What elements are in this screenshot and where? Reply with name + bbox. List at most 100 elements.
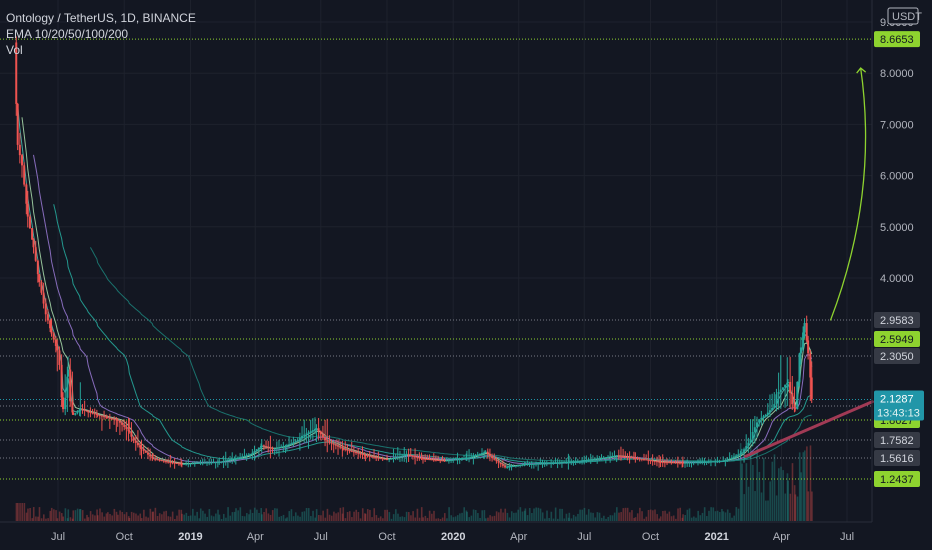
candle-body-135 bbox=[282, 446, 285, 448]
candle-body-32 bbox=[74, 413, 77, 415]
volume-bar-374 bbox=[784, 493, 787, 521]
volume-bar-53 bbox=[115, 511, 118, 521]
candle-body-322 bbox=[674, 462, 677, 464]
candle-body-191 bbox=[398, 456, 401, 458]
volume-bar-387 bbox=[807, 491, 810, 521]
candle-body-252 bbox=[526, 463, 529, 465]
candle-body-43 bbox=[95, 414, 98, 416]
candle-body-374 bbox=[784, 385, 787, 388]
volume-bar-84 bbox=[178, 509, 180, 521]
candle-body-196 bbox=[409, 455, 412, 457]
candle-body-75 bbox=[158, 459, 161, 461]
volume-bar-80 bbox=[169, 516, 172, 521]
volume-bar-128 bbox=[267, 513, 270, 521]
candle-body-74 bbox=[156, 459, 159, 461]
candle-body-133 bbox=[278, 447, 281, 449]
candle-body-247 bbox=[517, 465, 520, 467]
candle-body-12 bbox=[36, 260, 39, 275]
time-tick-3: Apr bbox=[247, 531, 264, 543]
candle-body-233 bbox=[486, 451, 489, 454]
volume-bar-320 bbox=[670, 516, 673, 521]
time-tick-7: Apr bbox=[510, 531, 527, 543]
volume-bar-325 bbox=[681, 517, 684, 521]
candle-body-77 bbox=[162, 460, 165, 462]
candle-body-189 bbox=[394, 457, 397, 459]
ema-10-line bbox=[17, 104, 813, 467]
candle-body-287 bbox=[600, 458, 603, 460]
volume-bar-294 bbox=[616, 507, 618, 521]
candle-body-280 bbox=[585, 459, 588, 461]
candle-body-193 bbox=[403, 455, 406, 457]
candle-body-278 bbox=[581, 460, 584, 462]
volume-bar-161 bbox=[337, 512, 340, 521]
volume-bar-287 bbox=[600, 517, 603, 521]
volume-bar-60 bbox=[128, 517, 131, 521]
volume-bar-111 bbox=[233, 511, 236, 521]
candle-body-123 bbox=[257, 447, 260, 450]
volume-bar-101 bbox=[212, 516, 215, 521]
candle-body-268 bbox=[560, 462, 563, 464]
candle-body-181 bbox=[377, 457, 380, 459]
candle-body-168 bbox=[350, 450, 353, 452]
candle-body-145 bbox=[303, 434, 306, 436]
time-axis[interactable]: Jul Oct 2019 Apr Jul Oct 2020 Apr Jul Oct 2021 Apr J… bbox=[51, 531, 854, 543]
price-axis[interactable]: 9.00008.00007.00006.00005.00004.00008.66… bbox=[874, 7, 924, 487]
volume-bar-299 bbox=[626, 507, 629, 521]
volume-bar-365 bbox=[765, 500, 767, 521]
candle-body-311 bbox=[651, 460, 654, 462]
volume-bar-197 bbox=[412, 511, 414, 521]
volume-bar-120 bbox=[251, 512, 254, 521]
candle-body-166 bbox=[346, 449, 349, 451]
candle-body-174 bbox=[363, 454, 366, 456]
candle-body-217 bbox=[454, 459, 457, 461]
candle-body-116 bbox=[243, 455, 246, 457]
candle-body-349 bbox=[730, 457, 733, 459]
candle-body-210 bbox=[439, 460, 442, 462]
volume-bar-250 bbox=[523, 510, 526, 521]
volume-bar-99 bbox=[208, 509, 211, 521]
volume-bar-388 bbox=[809, 445, 812, 521]
candle-body-291 bbox=[609, 456, 612, 458]
volume-bar-376 bbox=[787, 480, 789, 521]
candle-body-2 bbox=[16, 103, 19, 145]
ema-indicator-label[interactable]: EMA 10/20/50/100/200 bbox=[6, 27, 129, 41]
candle-body-286 bbox=[598, 458, 601, 460]
candle-body-128 bbox=[267, 446, 270, 448]
candle-body-245 bbox=[512, 465, 515, 467]
candle-body-52 bbox=[113, 418, 116, 420]
candle-body-36 bbox=[81, 409, 84, 411]
candle-body-142 bbox=[296, 440, 299, 442]
candle-body-183 bbox=[381, 458, 384, 460]
candle-body-83 bbox=[175, 463, 178, 465]
volume-bar-87 bbox=[183, 514, 185, 521]
volume-bar-213 bbox=[446, 518, 448, 521]
volume-bar-280 bbox=[585, 514, 588, 521]
symbol-title[interactable]: Ontology / TetherUS, 1D, BINANCE bbox=[6, 11, 196, 25]
volume-bar-62 bbox=[132, 512, 135, 521]
candle-body-200 bbox=[418, 457, 421, 459]
candle-body-61 bbox=[130, 432, 133, 437]
candle-body-136 bbox=[284, 445, 287, 447]
candle-body-246 bbox=[514, 465, 517, 467]
candle-body-78 bbox=[164, 461, 167, 463]
candle-body-35 bbox=[79, 409, 82, 411]
candle-body-229 bbox=[478, 453, 481, 455]
volume-bar-190 bbox=[397, 513, 399, 521]
volume-bar-329 bbox=[688, 508, 691, 521]
volume-bar-105 bbox=[220, 518, 223, 521]
candle-body-239 bbox=[499, 462, 502, 465]
volume-bar-378 bbox=[791, 463, 794, 521]
candle-body-324 bbox=[678, 462, 681, 464]
volume-bar-377 bbox=[789, 493, 792, 521]
volume-indicator-label[interactable]: Vol bbox=[6, 43, 23, 57]
volume-bar-92 bbox=[194, 515, 196, 521]
candle-body-23 bbox=[58, 350, 61, 365]
volume-bar-112 bbox=[235, 508, 237, 521]
candle-body-259 bbox=[541, 463, 544, 465]
volume-bar-215 bbox=[450, 515, 453, 521]
volume-bar-354 bbox=[741, 463, 743, 521]
candle-body-92 bbox=[193, 463, 196, 465]
volume-bar-382 bbox=[798, 452, 801, 521]
volume-bar-346 bbox=[724, 512, 727, 521]
